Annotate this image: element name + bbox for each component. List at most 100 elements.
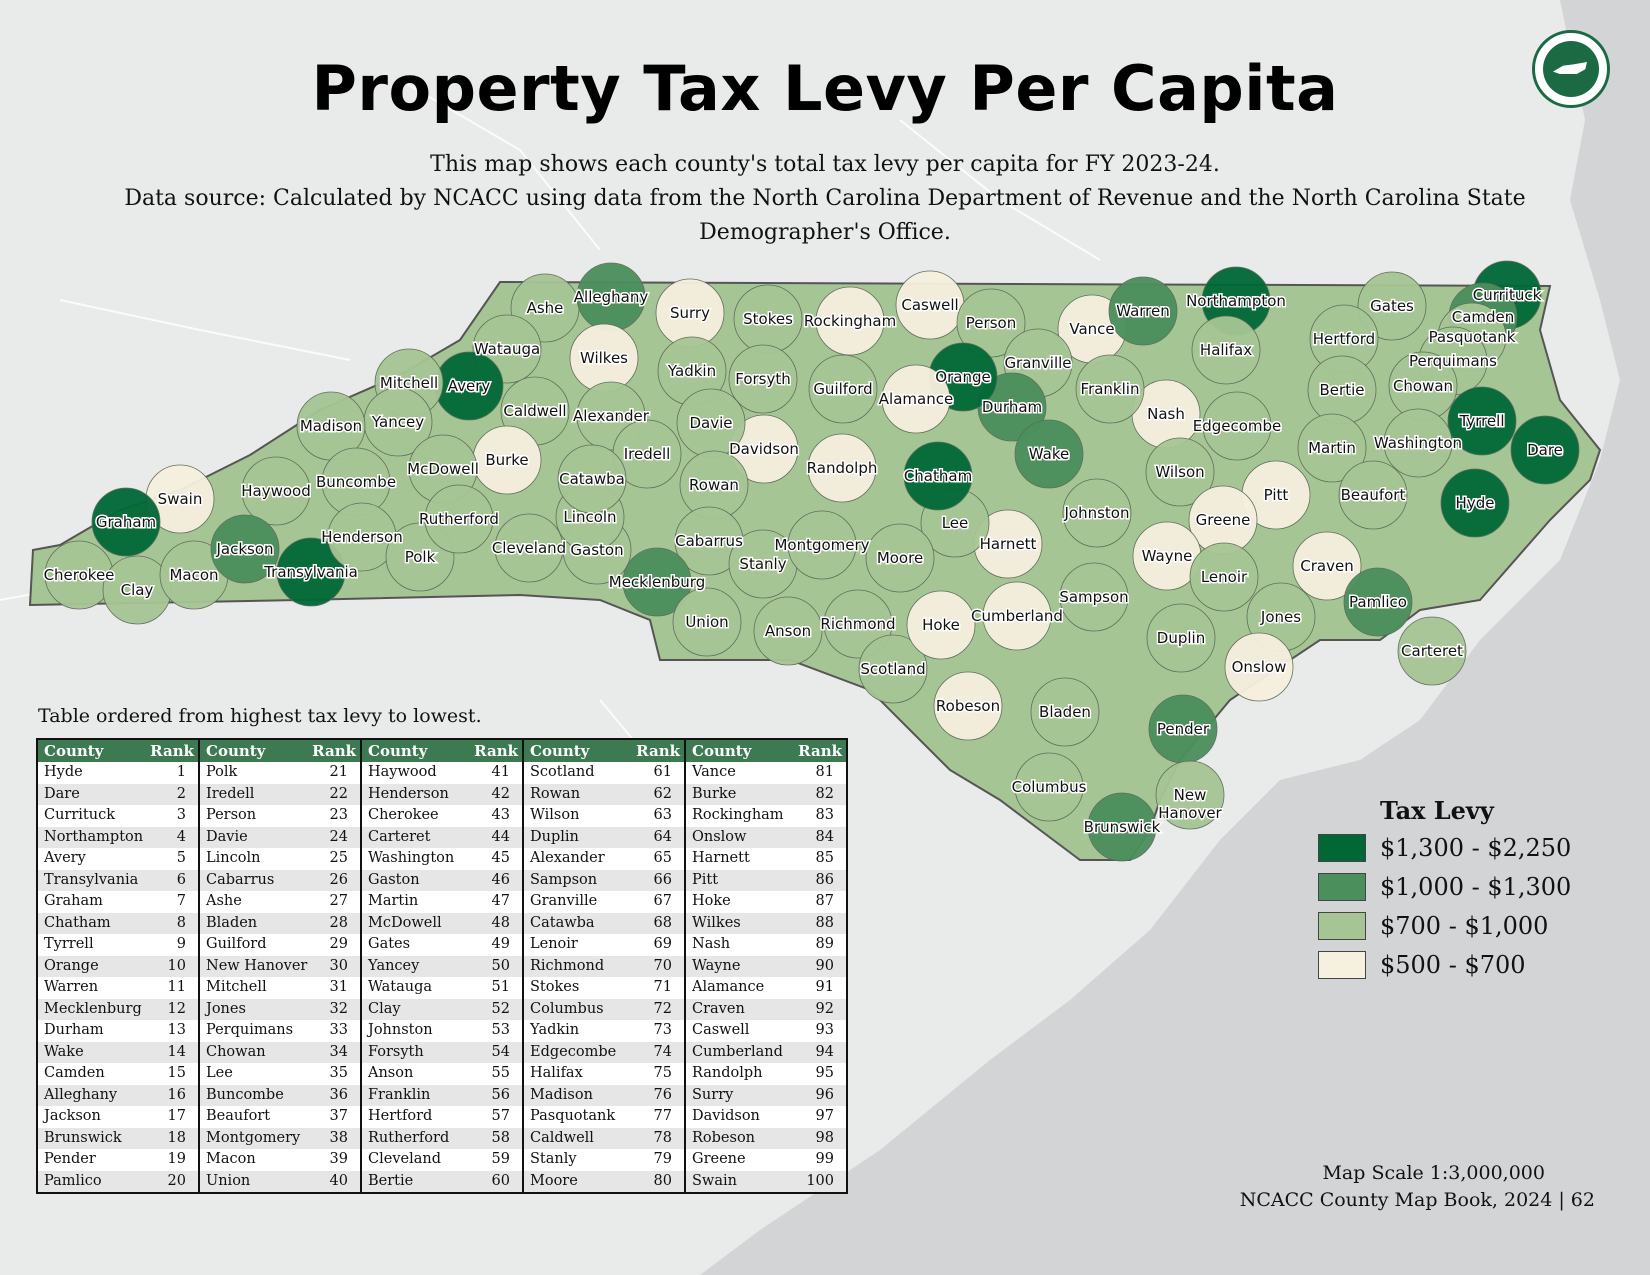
table-row: Warren 11	[38, 977, 198, 999]
county-label: Pamlico	[1349, 593, 1407, 611]
table-row: Macon 39	[200, 1149, 360, 1171]
county-labels: Ashe Alleghany Surry Stokes Rockingham Caswel…	[42, 285, 1564, 838]
county-name: Davidson	[692, 1108, 760, 1124]
table-row: Wake 14	[38, 1041, 198, 1063]
county-label: Nash	[1147, 405, 1185, 423]
county-name: Nash	[692, 936, 731, 952]
county-region	[1189, 542, 1259, 612]
table-row: Anson 55	[362, 1063, 522, 1085]
table-row: Davidson 97	[686, 1106, 846, 1128]
county-rank: 58	[491, 1129, 510, 1146]
table-row: Clay 52	[362, 998, 522, 1020]
county-label: Bertie	[1320, 381, 1365, 399]
county-rank: 51	[491, 979, 510, 995]
county-rank: 7	[176, 893, 186, 909]
county-rank: 38	[329, 1129, 348, 1146]
county-name: Buncombe	[206, 1086, 284, 1103]
county-name: Duplin	[530, 828, 579, 845]
county-label: Gates	[1370, 297, 1414, 315]
county-name: Halifax	[530, 1065, 583, 1081]
county-name: Lee	[206, 1065, 233, 1081]
table-row: Yancey 50	[362, 955, 522, 977]
county-rank: 91	[815, 979, 834, 995]
legend-swatch	[1318, 873, 1366, 901]
county-rank: 18	[167, 1129, 186, 1146]
county-name: Wayne	[692, 957, 741, 974]
county-region	[807, 433, 877, 503]
county-label: Buncombe	[316, 473, 396, 491]
table-row: Northampton 4	[38, 826, 198, 848]
county-region	[753, 596, 823, 666]
table-row: Surry 96	[686, 1084, 846, 1106]
table-row: Brunswick 18	[38, 1127, 198, 1149]
county-rank: 68	[653, 914, 672, 931]
county-name: Robeson	[692, 1129, 756, 1146]
table-row: Wilson 63	[524, 805, 684, 827]
county-label: Cleveland	[492, 539, 566, 557]
county-rank: 34	[329, 1043, 348, 1060]
header-county: County	[368, 742, 428, 760]
table-row: Alamance 91	[686, 977, 846, 999]
county-name: Pitt	[692, 871, 719, 888]
table-row: Alexander 65	[524, 848, 684, 870]
county-rank: 28	[329, 914, 348, 931]
table-row: Chowan 34	[200, 1041, 360, 1063]
table-row: Pasquotank 77	[524, 1106, 684, 1128]
county-name: Union	[206, 1172, 251, 1189]
county-region	[1338, 460, 1408, 530]
legend-label: $1,000 - $1,300	[1380, 873, 1572, 901]
county-rank: 32	[329, 1000, 348, 1017]
county-rank: 15	[167, 1065, 186, 1081]
county-label: Cherokee	[44, 566, 115, 584]
county-rank: 37	[329, 1108, 348, 1124]
county-region	[1357, 271, 1427, 341]
county-name: Currituck	[44, 807, 116, 823]
table-row: Cabarrus 26	[200, 869, 360, 891]
county-label: Iredell	[624, 445, 671, 463]
county-label: Mitchell	[380, 374, 438, 392]
subtitle-line-3: Demographer's Office.	[699, 220, 951, 245]
county-name: Surry	[692, 1086, 734, 1103]
county-label: Wilkes	[580, 349, 628, 367]
table-row: Vance 81	[686, 762, 846, 784]
county-rank: 39	[329, 1151, 348, 1167]
table-row: Jackson 17	[38, 1106, 198, 1128]
county-region	[1297, 413, 1367, 483]
table-row: Columbus 72	[524, 998, 684, 1020]
page-title: Property Tax Levy Per Capita	[311, 52, 1339, 125]
county-rank: 75	[653, 1065, 672, 1081]
county-name: Transylvania	[44, 871, 139, 888]
county-label: Lenoir	[1201, 568, 1248, 586]
county-label: Yancey	[371, 413, 424, 431]
county-name: Macon	[206, 1151, 256, 1167]
county-label: Robeson	[936, 697, 1000, 715]
county-rank: 93	[815, 1022, 834, 1038]
county-region	[903, 441, 973, 511]
county-label: Forsyth	[735, 370, 791, 388]
county-name: Wilson	[530, 807, 580, 823]
table-row: Madison 76	[524, 1084, 684, 1106]
county-label: Perquimans	[1409, 352, 1497, 370]
county-label: Rowan	[689, 476, 739, 494]
table-row: Harnett 85	[686, 848, 846, 870]
county-label: Graham	[96, 513, 156, 531]
table-row: Granville 67	[524, 891, 684, 913]
county-rank: 64	[653, 828, 672, 845]
county-rank: 72	[653, 1000, 672, 1017]
county-label: Guilford	[813, 380, 872, 398]
county-name: Avery	[44, 850, 86, 866]
legend-swatch	[1318, 912, 1366, 940]
table-column: County Rank Hyde 1 Dare 2 Currituck 3 Northampto…	[38, 740, 200, 1192]
county-rank: 2	[176, 785, 186, 802]
county-region	[1397, 616, 1467, 686]
table-row: Currituck 3	[38, 805, 198, 827]
county-label: Onslow	[1232, 658, 1287, 676]
table-row: Moore 80	[524, 1170, 684, 1192]
county-rank: 85	[815, 850, 834, 866]
county-name: Polk	[206, 764, 238, 780]
county-name: Wake	[44, 1043, 84, 1060]
county-rank: 98	[815, 1129, 834, 1146]
county-rank: 59	[491, 1151, 510, 1167]
county-rank: 29	[329, 936, 348, 952]
county-label: Wilson	[1155, 463, 1204, 481]
